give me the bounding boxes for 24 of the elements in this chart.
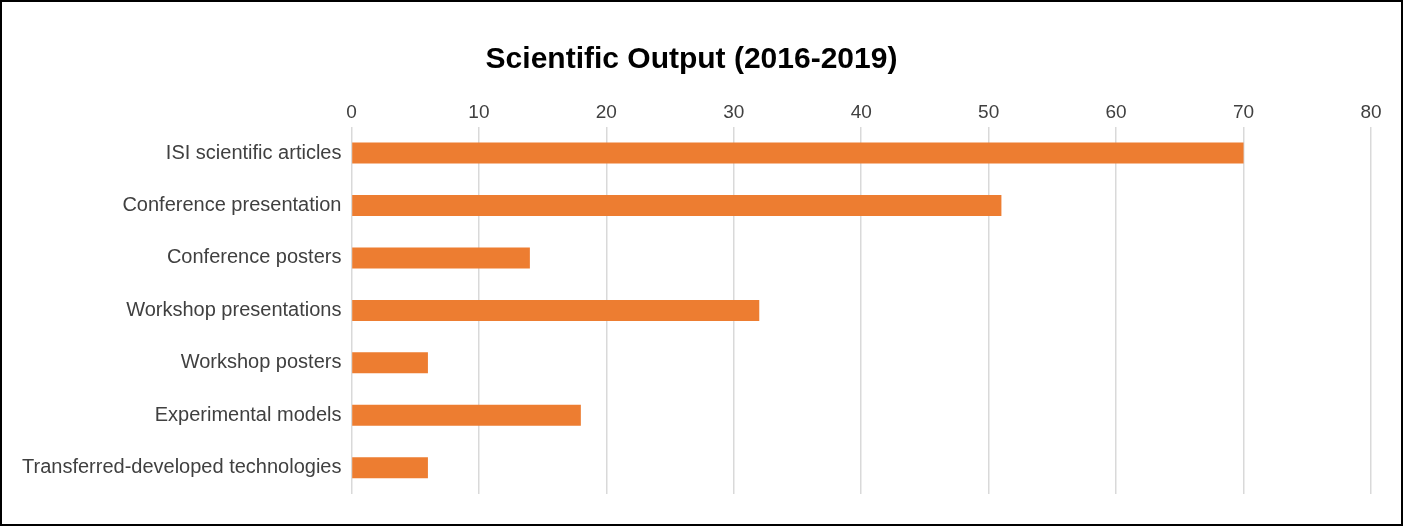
x-tick-label: 50 (978, 100, 1000, 122)
bar (352, 457, 428, 479)
y-tick-label: ISI scientific articles (165, 140, 342, 163)
bar (352, 247, 530, 269)
x-tick-label: 20 (595, 100, 617, 122)
bar (352, 194, 1002, 216)
chart-title: Scientific Output (2016-2019) (485, 41, 898, 75)
bar (352, 142, 1244, 164)
y-tick-label: Conference presentation (122, 193, 342, 215)
bar (352, 352, 428, 374)
x-tick-label: 10 (468, 100, 490, 122)
y-tick-label: Experimental models (154, 402, 342, 425)
y-tick-label: Transferred-developed technologies (22, 455, 342, 478)
x-tick-label: 80 (1360, 100, 1382, 122)
x-tick-label: 60 (1105, 100, 1127, 122)
x-tick-label: 70 (1232, 100, 1255, 122)
bar (352, 404, 581, 426)
bar (352, 299, 760, 321)
y-tick-label: Workshop presentations (126, 297, 342, 320)
y-tick-label: Conference posters (166, 245, 342, 268)
x-tick-label: 30 (723, 100, 745, 122)
x-tick-label: 0 (346, 100, 357, 122)
x-tick-label: 40 (850, 100, 872, 122)
y-tick-label: Workshop posters (180, 350, 342, 373)
